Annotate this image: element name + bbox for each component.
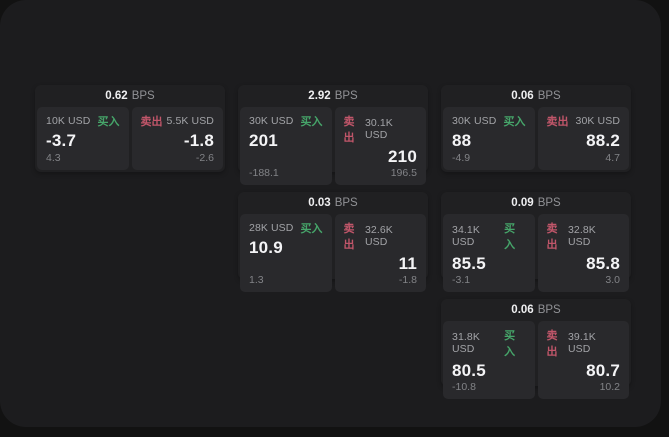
sell-sub-value: 4.7 [605,152,620,164]
quote-card: 0.03 BPS 28K USD 买入 10.9 1.3 卖出 32.6K US… [238,192,428,292]
bps-unit-label: BPS [334,197,358,209]
buy-button[interactable]: 买入 [504,330,516,358]
buy-amount: 30K USD [249,115,294,127]
buy-amount: 34.1K USD [452,224,480,248]
buy-cell[interactable]: 30K USD 买入 201 -188.1 [240,107,332,185]
sell-button[interactable]: 卖出 [546,116,569,128]
spread-header: 0.06 BPS [443,299,629,321]
spread-header: 0.03 BPS [240,192,426,214]
sell-price: 80.7 [586,361,620,380]
quote-card: 0.06 BPS 30K USD 买入 88 -4.9 卖出 30K USD [441,85,631,172]
buy-price: 10.9 [249,238,283,257]
sell-button[interactable]: 卖出 [546,330,558,358]
spread-value: 0.09 [511,197,534,209]
sell-amount: 5.5K USD [166,115,214,127]
spread-value: 2.92 [308,90,331,102]
quote-card: 2.92 BPS 30K USD 买入 201 -188.1 卖出 30.1K … [238,85,428,185]
spread-header: 0.09 BPS [443,192,629,214]
quote-card: 0.09 BPS 34.1K USD 买入 85.5 -3.1 卖出 32.8K… [441,192,631,292]
buy-amount: 31.8K USD [452,331,480,355]
sell-sub-value: 10.2 [599,381,620,393]
quote-card: 0.62 BPS 10K USD 买入 -3.7 4.3 卖出 5.5K USD [35,85,225,172]
sell-cell[interactable]: 卖出 32.6K USD 11 -1.8 [334,214,426,292]
sell-price: 88.2 [586,131,620,150]
sell-amount: 32.8K USD [567,224,596,248]
sell-price: 85.8 [586,254,620,273]
spread-header: 0.62 BPS [37,85,223,107]
sell-amount: 30K USD [575,115,620,127]
spread-value: 0.03 [308,197,331,209]
buy-price: 80.5 [452,361,486,380]
sell-cell[interactable]: 卖出 32.8K USD 85.8 3.0 [537,214,629,292]
card-body: 30K USD 买入 88 -4.9 卖出 30K USD 88.2 4.7 [443,107,629,170]
spread-value: 0.06 [511,304,534,316]
sell-amount: 39.1K USD [567,331,596,355]
sell-amount: 30.1K USD [364,117,393,141]
sell-cell[interactable]: 卖出 30K USD 88.2 4.7 [537,107,629,170]
sell-sub-value: 3.0 [605,274,620,286]
buy-amount: 10K USD [46,115,91,127]
bps-unit-label: BPS [537,90,561,102]
card-body: 31.8K USD 买入 80.5 -10.8 卖出 39.1K USD 80.… [443,321,629,399]
sell-button[interactable]: 卖出 [546,223,558,251]
spread-value: 0.06 [511,90,534,102]
sell-cell[interactable]: 卖出 5.5K USD -1.8 -2.6 [131,107,223,170]
buy-button[interactable]: 买入 [300,223,323,235]
sell-cell[interactable]: 卖出 30.1K USD 210 196.5 [334,107,426,185]
card-body: 30K USD 买入 201 -188.1 卖出 30.1K USD 210 1… [240,107,426,185]
buy-price: 201 [249,131,278,150]
buy-price: -3.7 [46,131,77,150]
buy-cell[interactable]: 10K USD 买入 -3.7 4.3 [37,107,129,170]
buy-cell[interactable]: 30K USD 买入 88 -4.9 [443,107,535,170]
bps-unit-label: BPS [131,90,155,102]
buy-cell[interactable]: 28K USD 买入 10.9 1.3 [240,214,332,292]
quote-cards-grid: 0.62 BPS 10K USD 买入 -3.7 4.3 卖出 5.5K USD [35,85,631,399]
buy-button[interactable]: 买入 [97,116,120,128]
sell-cell[interactable]: 卖出 39.1K USD 80.7 10.2 [537,321,629,399]
buy-sub-value: -10.8 [452,381,476,393]
buy-sub-value: -4.9 [452,152,471,164]
buy-sub-value: -3.1 [452,274,471,286]
sell-amount: 32.6K USD [364,224,393,248]
card-body: 28K USD 买入 10.9 1.3 卖出 32.6K USD 11 -1.8 [240,214,426,292]
sell-sub-value: -2.6 [195,152,214,164]
card-body: 10K USD 买入 -3.7 4.3 卖出 5.5K USD -1.8 -2.… [37,107,223,170]
sell-sub-value: -1.8 [398,274,417,286]
buy-button[interactable]: 买入 [300,116,323,128]
buy-button[interactable]: 买入 [504,223,516,251]
buy-cell[interactable]: 31.8K USD 买入 80.5 -10.8 [443,321,535,399]
card-body: 34.1K USD 买入 85.5 -3.1 卖出 32.8K USD 85.8… [443,214,629,292]
sell-price: 210 [388,147,417,166]
bps-unit-label: BPS [537,304,561,316]
bps-unit-label: BPS [334,90,358,102]
buy-amount: 28K USD [249,222,294,234]
spread-value: 0.62 [105,90,128,102]
buy-cell[interactable]: 34.1K USD 买入 85.5 -3.1 [443,214,535,292]
buy-price: 85.5 [452,254,486,273]
buy-sub-value: -188.1 [249,167,279,179]
sell-button[interactable]: 卖出 [343,116,355,144]
buy-price: 88 [452,131,472,150]
sell-button[interactable]: 卖出 [140,116,163,128]
spread-header: 2.92 BPS [240,85,426,107]
buy-sub-value: 1.3 [249,274,264,286]
sell-price: -1.8 [183,131,214,150]
app-panel: 0.62 BPS 10K USD 买入 -3.7 4.3 卖出 5.5K USD [0,0,661,427]
buy-amount: 30K USD [452,115,497,127]
sell-button[interactable]: 卖出 [343,223,355,251]
quote-card: 0.06 BPS 31.8K USD 买入 80.5 -10.8 卖出 39.1… [441,299,631,399]
spread-header: 0.06 BPS [443,85,629,107]
sell-price: 11 [398,254,417,273]
sell-sub-value: 196.5 [390,167,417,179]
buy-sub-value: 4.3 [46,152,61,164]
buy-button[interactable]: 买入 [503,116,526,128]
bps-unit-label: BPS [537,197,561,209]
